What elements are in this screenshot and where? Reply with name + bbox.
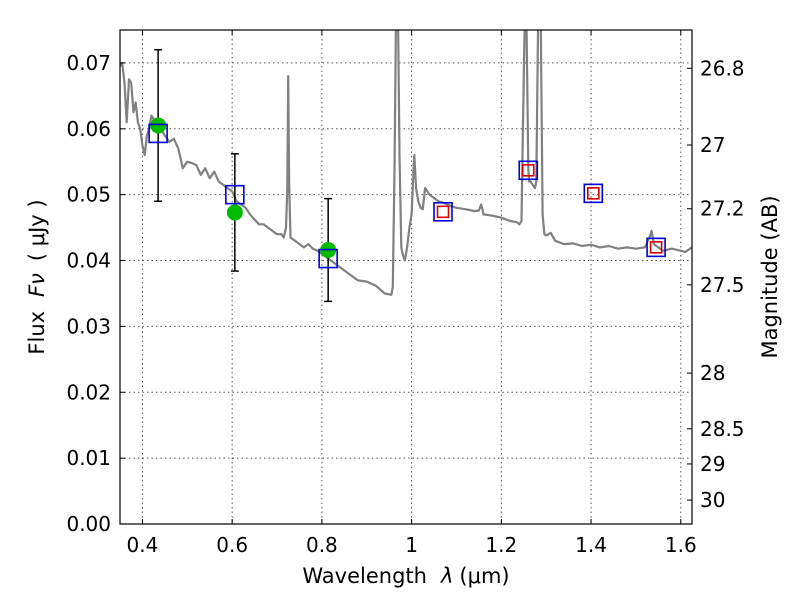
y-tick-label: 0.04 [66,249,111,273]
x-tick-label: 1.6 [665,533,697,557]
y2-axis-title: Magnitude (AB) [758,195,782,358]
x-tick-label: 0.8 [306,533,338,557]
y2-tick-label: 28.5 [700,417,745,441]
y-tick-label: 0.03 [66,314,111,338]
y-tick-label: 0.02 [66,380,111,404]
ticks: 0.4 0.6 0.8 1 1.2 1.4 1.6 0.00 0.01 0.02 0.03 0.04 0… [66,30,745,557]
y2-tick-label: 27 [700,133,725,157]
y-tick-label: 0.07 [66,51,111,75]
y-tick-label: 0.01 [66,446,111,470]
x-tick-label: 0.6 [216,533,248,557]
model-square-blue [318,248,338,269]
x-axis-title: Wavelength λ (μm) [302,564,509,588]
y-axis-symbol: Fν [25,273,49,297]
spectrum-line [120,30,692,296]
x-tick-label: 0.4 [127,533,159,557]
model-square-blue [518,160,539,181]
model-square-red [521,163,535,177]
y2-tick-label: 29 [700,452,725,476]
x-axis-symbol: λ [440,564,453,588]
series-layer [120,30,692,303]
y-axis-title: Flux Fν ( μJy ) [25,199,49,354]
model-square-blue [433,201,453,222]
y-tick-label: 0.00 [66,512,111,536]
y-tick-label: 0.05 [66,183,111,207]
model-square-red [436,205,450,219]
x-axis-unit: (μm) [459,564,509,588]
model-square-red [587,187,600,200]
y-axis-unit: ( μJy ) [25,199,49,261]
model-square-blue [646,237,666,258]
x-axis-label: Wavelength [302,564,427,588]
model-square-blue [148,123,168,144]
observed-point [150,117,167,134]
y2-tick-label: 27.2 [700,197,745,221]
plot-background [120,30,692,524]
model-square-blue [583,183,604,204]
y2-tick-label: 30 [700,488,725,512]
model-square-blue [225,184,245,205]
y-axis-label: Flux [25,311,49,355]
x-tick-label: 1.4 [575,533,607,557]
x-tick-label: 1.2 [485,533,517,557]
observed-point [226,204,243,221]
plot-frame [119,29,693,525]
y2-tick-label: 27.5 [700,273,745,297]
y2-tick-label: 28 [700,361,725,385]
x-tick-label: 1 [405,533,418,557]
y2-tick-label: 26.8 [700,56,745,80]
model-square-red [649,241,663,254]
y-tick-label: 0.06 [66,117,111,141]
